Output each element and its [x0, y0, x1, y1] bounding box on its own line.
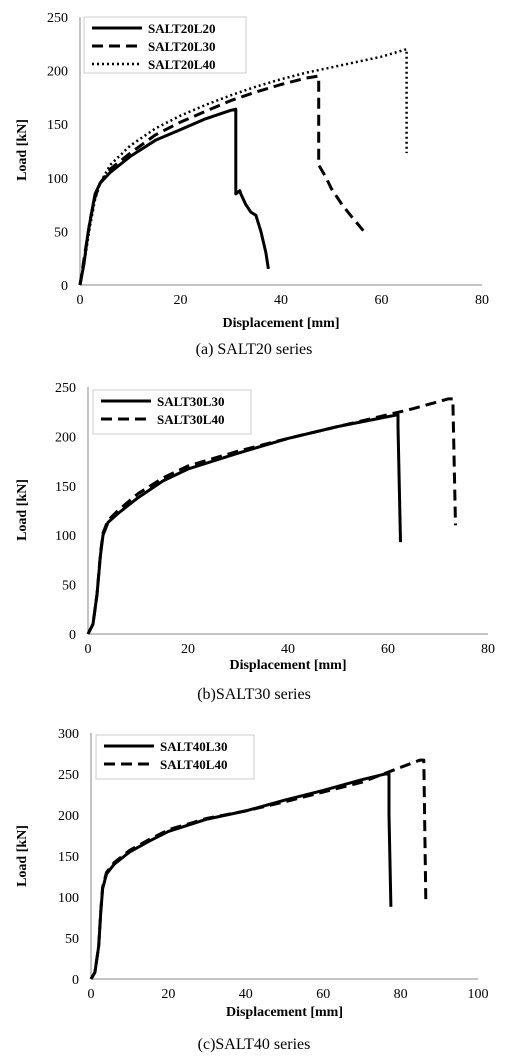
x-tick-label: 40 — [281, 642, 295, 657]
x-axis-title: Displacement [mm] — [222, 316, 339, 331]
x-tick-label: 40 — [274, 293, 288, 308]
x-tick-label: 60 — [375, 293, 389, 308]
x-tick-label: 20 — [161, 987, 175, 1002]
series-line-SALT20L30 — [78, 74, 366, 286]
figure-caption: (c)SALT40 series — [198, 1036, 311, 1053]
series-line-SALT40L30 — [89, 772, 393, 980]
y-tick-label: 0 — [69, 628, 76, 643]
series-line-SALT30L40 — [86, 397, 457, 635]
legend-label: SALT30L40 — [157, 412, 224, 427]
x-tick-label: 100 — [468, 987, 489, 1002]
x-tick-label: 40 — [239, 987, 253, 1002]
legend-label: SALT20L30 — [148, 39, 215, 54]
x-tick-label: 60 — [316, 987, 330, 1002]
y-tick-label: 100 — [55, 529, 76, 544]
y-tick-label: 50 — [65, 932, 79, 947]
legend-label: SALT20L20 — [148, 21, 215, 36]
x-tick-label: 80 — [481, 642, 495, 657]
y-tick-label: 50 — [54, 225, 68, 240]
legend-box — [95, 734, 255, 780]
y-tick-label: 100 — [47, 172, 68, 187]
series-line-SALT20L20 — [78, 107, 270, 286]
y-tick-label: 200 — [58, 809, 79, 824]
x-tick-label: 80 — [394, 987, 408, 1002]
series-line-SALT40L40 — [89, 758, 428, 980]
x-tick-label: 0 — [88, 987, 95, 1002]
figure-caption: (a) SALT20 series — [196, 341, 313, 358]
y-tick-label: 150 — [47, 118, 68, 133]
legend-label: SALT20L40 — [148, 57, 215, 72]
y-tick-label: 250 — [58, 768, 79, 783]
y-tick-label: 50 — [62, 579, 76, 594]
y-tick-label: 200 — [47, 65, 68, 80]
series-line-SALT30L30 — [86, 413, 402, 635]
x-tick-label: 20 — [174, 293, 188, 308]
x-tick-label: 60 — [381, 642, 395, 657]
y-axis-title: Load [kN] — [15, 119, 30, 181]
chart-panel-b: 0 50 100 150 200 250 0 20 40 60 80 Displacement [mm… — [15, 381, 495, 703]
y-tick-label: 300 — [58, 727, 79, 742]
y-tick-label: 0 — [72, 973, 79, 988]
x-tick-label: 20 — [181, 642, 195, 657]
y-tick-label: 250 — [47, 11, 68, 26]
figure-caption: (b)SALT30 series — [197, 686, 311, 703]
x-tick-label: 0 — [77, 293, 84, 308]
chart-panel-a: 0 50 100 150 200 250 0 20 40 60 80 Displacement [mm… — [15, 11, 489, 358]
y-axis-title: Load [kN] — [15, 825, 30, 887]
x-tick-label: 0 — [85, 642, 92, 657]
series-line-SALT20L40 — [78, 47, 408, 286]
chart-panel-c: 0 50 100 150 200 250 300 0 20 40 60 80 100 Displaceme… — [15, 727, 489, 1053]
y-tick-label: 150 — [55, 480, 76, 495]
y-tick-label: 150 — [58, 850, 79, 865]
legend-box — [92, 389, 252, 435]
x-axis-title: Displacement [mm] — [229, 658, 346, 673]
legend-label: SALT40L40 — [160, 757, 227, 772]
x-axis-title: Displacement [mm] — [226, 1005, 343, 1020]
legend-label: SALT30L30 — [157, 394, 224, 409]
x-tick-label: 80 — [475, 293, 489, 308]
y-axis-title: Load [kN] — [15, 479, 30, 541]
y-tick-label: 250 — [55, 381, 76, 396]
legend-label: SALT40L30 — [160, 739, 227, 754]
y-tick-label: 200 — [55, 430, 76, 445]
y-tick-label: 100 — [58, 891, 79, 906]
y-tick-label: 0 — [61, 279, 68, 294]
